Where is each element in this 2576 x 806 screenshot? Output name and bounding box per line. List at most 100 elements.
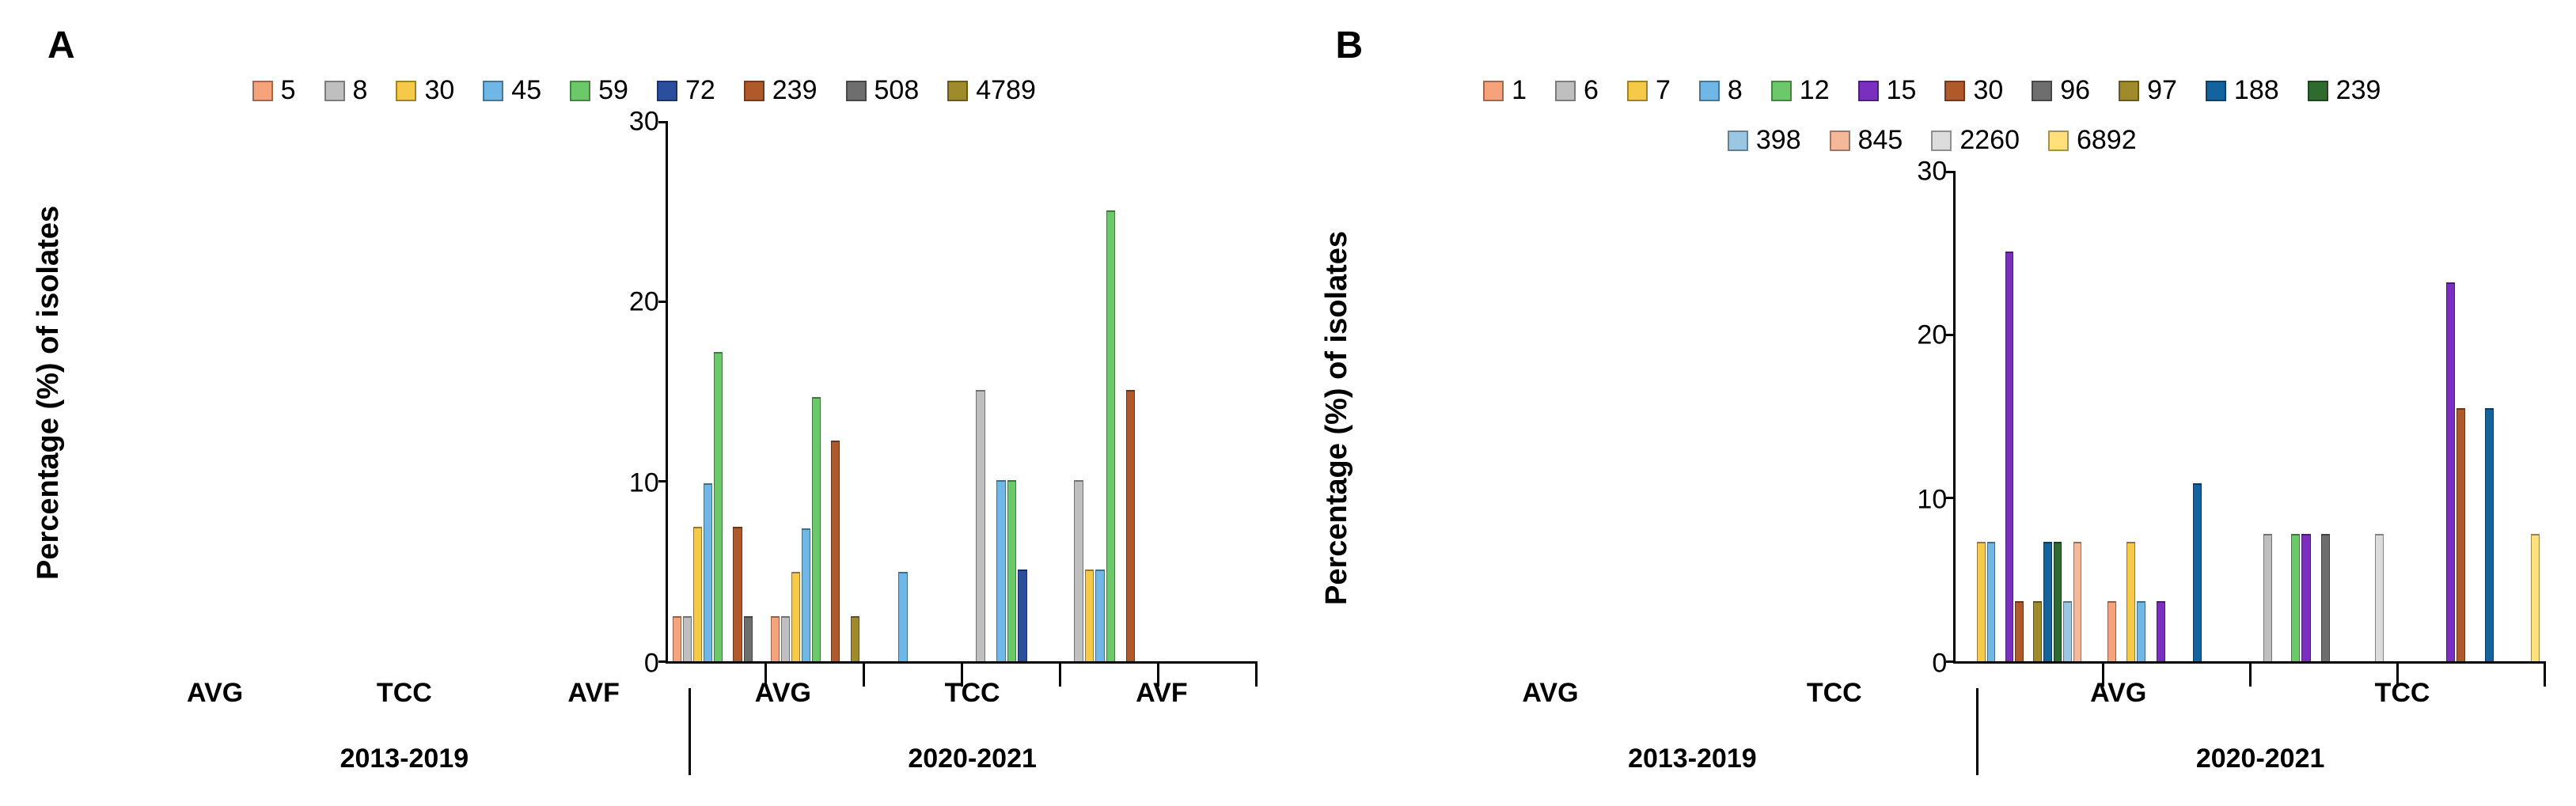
legend-swatch (1627, 81, 1648, 101)
bar (2446, 282, 2455, 661)
y-tick-label: 0 (1932, 649, 1947, 679)
legend-item: 96 (2032, 75, 2090, 106)
y-tick-mark (658, 480, 668, 482)
y-tick-label: 10 (629, 467, 659, 498)
chart-box (1953, 172, 2544, 664)
x-axis-period-labels: 2013-20192020-2021 (32, 744, 1257, 774)
bar (2301, 534, 2310, 661)
group (668, 122, 766, 661)
bar (1977, 542, 1986, 661)
group (864, 122, 962, 661)
legend-swatch (396, 81, 416, 101)
legend-item: 8 (1699, 75, 1743, 106)
legend-item: 1 (1483, 75, 1527, 106)
period-separator (689, 688, 691, 775)
spacer (1320, 744, 1409, 774)
y-axis-label: Percentage (%) of isolates (32, 122, 66, 664)
chart-box (666, 122, 1257, 664)
legend-item: 59 (570, 75, 628, 106)
x-axis-group-labels: AVGTCCAVFAVGTCCAVF (32, 678, 1257, 709)
bar (733, 527, 742, 661)
legend-swatch (1555, 81, 1576, 101)
legend-swatch (2048, 131, 2069, 151)
x-axis-period-labels: 2013-20192020-2021 (1320, 744, 2545, 774)
y-tick-label: 30 (629, 107, 659, 138)
group-tick (2102, 661, 2104, 687)
group-tick (1157, 661, 1159, 687)
bar (714, 352, 723, 661)
bar (683, 616, 692, 661)
legend-swatch (744, 81, 764, 101)
legend-label: 15 (1887, 75, 1917, 106)
bar (898, 572, 908, 661)
bar (2291, 534, 2300, 661)
panel-a-title: A (47, 24, 1257, 67)
bar (1074, 480, 1083, 661)
legend-item: 30 (396, 75, 454, 106)
bar (2157, 601, 2165, 661)
plot-area: Percentage (%) of isolates3020100 (1320, 172, 2545, 664)
panel-a: A58304559722395084789Percentage (%) of i… (32, 24, 1257, 774)
legend-swatch (1771, 81, 1792, 101)
group-tick (1255, 661, 1258, 687)
group (2103, 172, 2250, 661)
y-tick-label: 20 (629, 287, 659, 318)
panel-b-title: B (1336, 24, 2545, 67)
legend-label: 8 (1728, 75, 1743, 106)
bar (744, 616, 753, 661)
legend-item: 72 (657, 75, 715, 106)
legend-label: 5 (281, 75, 296, 106)
legend-label: 239 (2336, 75, 2381, 106)
group (2397, 172, 2544, 661)
bar (802, 528, 810, 661)
bar (2375, 534, 2384, 661)
x-group-label: TCC (2260, 678, 2544, 709)
legend-swatch (2308, 81, 2328, 101)
y-tick-label: 0 (644, 649, 659, 679)
legend-label: 4789 (976, 75, 1036, 106)
spacer (32, 678, 120, 709)
bar (1106, 210, 1116, 661)
x-group-label: TCC (878, 678, 1067, 709)
legend-item: 2260 (1931, 125, 2020, 156)
y-tick-mark (1946, 171, 1956, 173)
panel-b-legend: 1678121530969718823939884522606892 (1442, 75, 2422, 156)
bar (2073, 542, 2082, 661)
panel-a-legend: 58304559722395084789 (252, 75, 1036, 106)
bar (2015, 601, 2024, 661)
legend-swatch (324, 81, 345, 101)
legend-swatch (252, 81, 273, 101)
bar (2005, 252, 2014, 661)
legend-swatch (1483, 81, 1504, 101)
legend-swatch (947, 81, 968, 101)
legend-swatch (1858, 81, 1879, 101)
bar (1085, 569, 1095, 661)
bar (1018, 569, 1027, 661)
x-group-label: AVG (689, 678, 878, 709)
y-tick-label: 30 (1917, 157, 1947, 187)
legend-swatch (846, 81, 867, 101)
x-group-label: AVG (1976, 678, 2260, 709)
x-axis-group-labels: AVGTCCAVGTCC (1320, 678, 2545, 709)
legend-swatch (483, 81, 503, 101)
legend-label: 845 (1858, 125, 1903, 156)
group-tick (961, 661, 963, 687)
bar (2456, 408, 2465, 661)
y-tick-mark (1946, 660, 1956, 663)
spacer (1320, 678, 1409, 709)
bar (2107, 601, 2116, 661)
group-tick (764, 661, 767, 687)
bar (771, 616, 780, 661)
bar (1126, 390, 1136, 661)
legend-item: 5 (252, 75, 296, 106)
bar (2063, 601, 2072, 661)
legend-swatch (1931, 131, 1952, 151)
legend-item: 4789 (947, 75, 1036, 106)
legend-item: 8 (324, 75, 368, 106)
bar (673, 616, 681, 661)
legend-label: 59 (598, 75, 628, 106)
legend-label: 2260 (1960, 125, 2020, 156)
legend-label: 12 (1800, 75, 1830, 106)
x-group-label: AVF (499, 678, 689, 709)
legend-swatch (1699, 81, 1720, 101)
